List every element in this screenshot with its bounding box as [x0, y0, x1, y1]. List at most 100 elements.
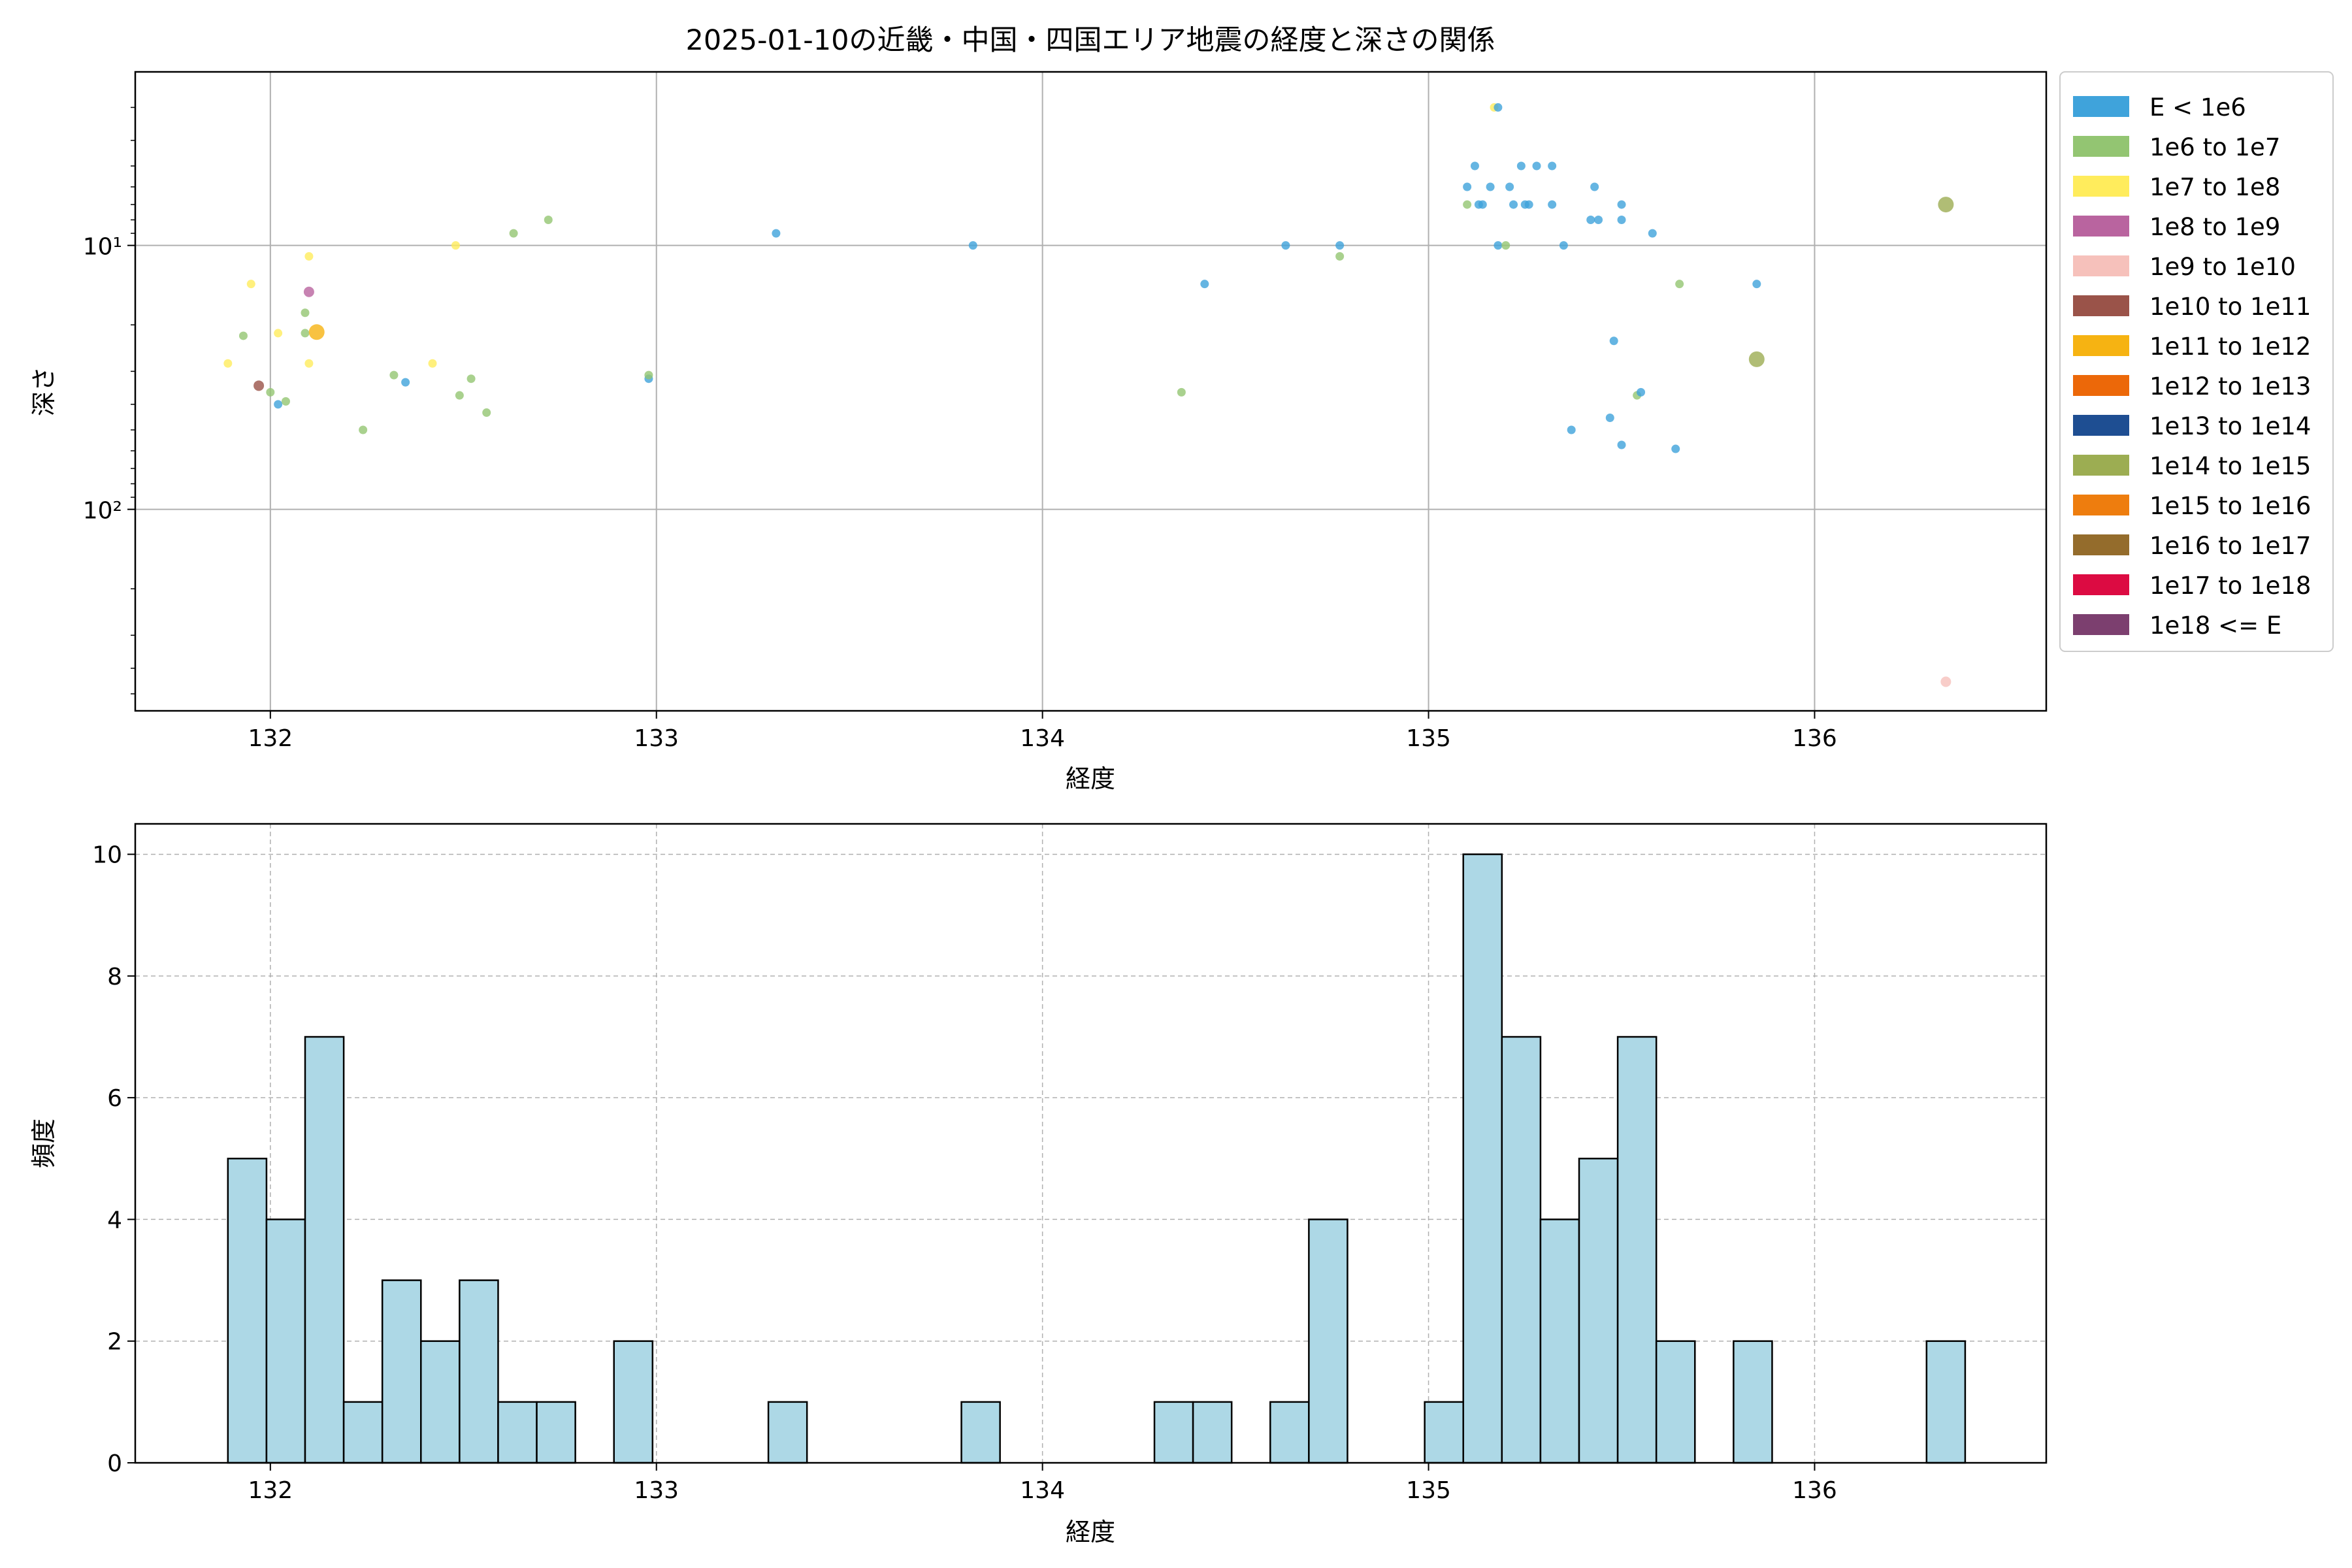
scatter-point [238, 331, 248, 340]
histogram-bar [420, 1340, 461, 1464]
scatter-x-tick-label: 134 [1020, 725, 1065, 752]
histogram-x-axis-label: 経度 [1066, 1518, 1115, 1546]
histogram-bar [536, 1401, 576, 1464]
histogram-bar [497, 1401, 538, 1464]
histogram-y-ticks: 0 2 4 6 8 10 [92, 842, 135, 1477]
scatter-point [1675, 280, 1684, 289]
histogram-y-tick-label: 10 [92, 842, 122, 869]
scatter-point [1938, 197, 1954, 213]
scatter-point [1335, 252, 1345, 261]
scatter-x-tick-label: 135 [1406, 725, 1451, 752]
legend-swatch [2073, 415, 2129, 436]
scatter-point [1516, 161, 1526, 171]
scatter-point [246, 280, 255, 289]
scatter-point [1335, 241, 1345, 250]
scatter-point [1548, 200, 1557, 209]
histogram-x-ticks: 132 133 134 135 136 [248, 1463, 1837, 1504]
histogram-bars [227, 853, 1967, 1464]
scatter-point [1494, 241, 1503, 250]
scatter-y-tick-label: 10¹ [83, 234, 122, 261]
scatter-point [304, 359, 314, 368]
histogram-bar [960, 1401, 1001, 1464]
scatter-point [401, 378, 410, 387]
scatter-point [1486, 182, 1495, 191]
scatter-point [1567, 425, 1576, 434]
scatter-point [1524, 200, 1533, 209]
histogram-bar [1462, 853, 1503, 1464]
histogram-bar [613, 1340, 654, 1464]
scatter-point [544, 215, 553, 224]
histogram-bar [342, 1401, 384, 1464]
histogram-x-tick-label: 136 [1792, 1477, 1837, 1504]
legend-swatch [2073, 495, 2129, 515]
histogram-bar [767, 1401, 808, 1464]
legend-swatch [2073, 534, 2129, 555]
histogram-bar [1655, 1340, 1696, 1464]
histogram-bar [1269, 1401, 1310, 1464]
scatter-point [303, 286, 314, 297]
legend-swatch [2073, 614, 2129, 635]
legend-label: 1e12 to 1e13 [2149, 372, 2311, 400]
histogram-panel: 132 133 134 135 136 0 2 4 6 8 10 経度 頻度 [29, 823, 2048, 1546]
scatter-point [644, 370, 653, 380]
histogram-y-tick-label: 0 [107, 1450, 122, 1477]
legend-swatch [2073, 255, 2129, 276]
scatter-point [1470, 161, 1479, 171]
legend-label: 1e6 to 1e7 [2149, 133, 2280, 161]
scatter-point [1671, 444, 1680, 453]
histogram-bar [1733, 1340, 1773, 1464]
legend-label: 1e11 to 1e12 [2149, 333, 2311, 361]
scatter-point [455, 391, 464, 400]
scatter-point [428, 359, 437, 368]
scatter-point [274, 329, 283, 338]
histogram-bar [1501, 1036, 1542, 1464]
scatter-point [1748, 351, 1765, 367]
scatter-point [509, 229, 518, 238]
scatter-point [1590, 182, 1599, 191]
scatter-point [1617, 215, 1626, 224]
scatter-point [451, 241, 460, 250]
histogram-bar [1153, 1401, 1194, 1464]
legend-swatch [2073, 574, 2129, 595]
histogram-y-tick-label: 4 [107, 1207, 122, 1233]
scatter-y-axis-label: 深さ [29, 367, 58, 416]
histogram-bar [227, 1158, 268, 1464]
legend-swatch [2073, 335, 2129, 356]
scatter-point [1752, 280, 1761, 289]
scatter-y-ticks: 10¹ 10² [83, 106, 135, 694]
legend-swatch [2073, 216, 2129, 237]
scatter-point [466, 374, 476, 384]
scatter-point [1637, 387, 1646, 397]
scatter-point [482, 408, 491, 417]
scatter-x-ticks: 132 133 134 135 136 [248, 711, 1837, 752]
scatter-point [359, 425, 368, 434]
legend: E < 1e6 1e6 to 1e7 1e7 to 1e8 1e8 to 1e9 1e9… [2059, 71, 2334, 652]
histogram-y-tick-label: 2 [107, 1329, 122, 1356]
scatter-point [968, 241, 977, 250]
scatter-point [1494, 103, 1503, 112]
histogram-bar [1539, 1218, 1580, 1464]
histogram-x-tick-label: 132 [248, 1477, 293, 1504]
legend-label: 1e14 to 1e15 [2149, 452, 2311, 480]
histogram-y-tick-label: 6 [107, 1085, 122, 1112]
histogram-bar [1578, 1158, 1619, 1464]
scatter-x-tick-label: 133 [634, 725, 679, 752]
scatter-point [1200, 280, 1209, 289]
legend-swatch [2073, 455, 2129, 476]
histogram-x-tick-label: 133 [634, 1477, 679, 1504]
scatter-axes-frame [134, 71, 2048, 712]
scatter-point [274, 400, 283, 409]
scatter-point [1509, 200, 1518, 209]
scatter-point [1940, 676, 1952, 687]
histogram-x-tick-label: 134 [1020, 1477, 1065, 1504]
scatter-point [223, 359, 233, 368]
scatter-point [1648, 229, 1657, 238]
histogram-bar [1925, 1340, 1967, 1464]
histogram-bar [459, 1279, 499, 1464]
scatter-points [223, 103, 1954, 687]
scatter-point [1605, 414, 1614, 423]
scatter-point [253, 380, 265, 391]
scatter-x-axis-label: 経度 [1066, 764, 1115, 793]
scatter-point [1463, 200, 1472, 209]
scatter-point [1559, 241, 1568, 250]
